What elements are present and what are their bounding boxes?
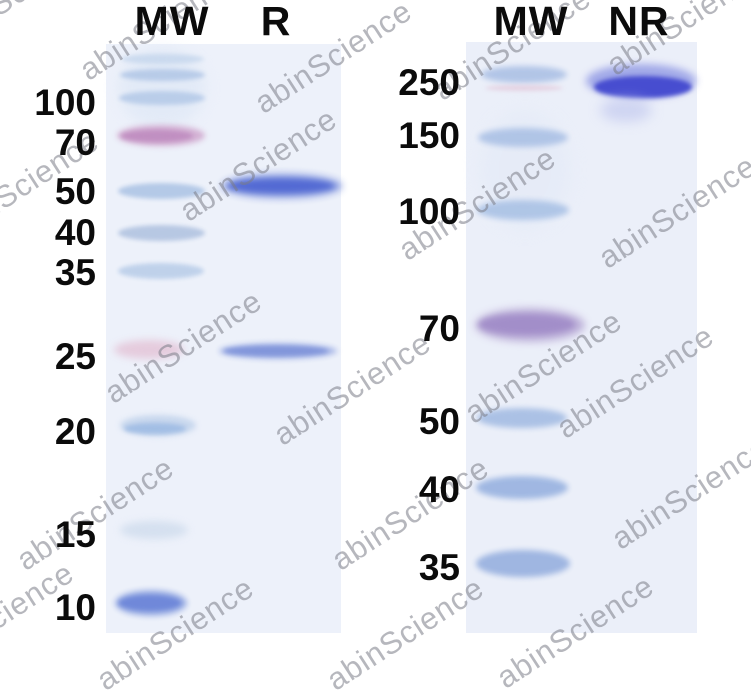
marker-band-50: [477, 408, 567, 428]
marker-band-pink-line: [485, 85, 563, 91]
mw-label-250-1: 250: [398, 62, 460, 103]
marker-band-15: [120, 521, 188, 539]
lane-header-mw-right: MW: [493, 0, 569, 44]
lane-header-nr: NR: [608, 0, 670, 44]
mw-label-25-0: 25: [54, 336, 96, 377]
mw-label-150-1: 150: [398, 115, 460, 156]
marker-band-20: [124, 423, 186, 434]
marker-band-70: [121, 130, 193, 142]
sample-band-nr-tail: [600, 98, 652, 122]
mw-label-100-1: 100: [398, 191, 460, 232]
mw-label-50-0: 50: [54, 171, 96, 212]
watermark-text: abinScience: [320, 569, 491, 698]
sample-band-r25: [224, 346, 328, 356]
marker-band-40: [118, 225, 205, 241]
lane-header-r: R: [260, 0, 292, 44]
marker-band-150: [478, 128, 568, 147]
mw-label-50-1: 50: [418, 401, 460, 442]
mw-label-10-0: 10: [54, 587, 96, 628]
mw-label-15-0: 15: [54, 514, 96, 555]
marker-band-10: [119, 595, 181, 611]
lane-header-mw-left: MW: [134, 0, 210, 44]
marker-band-250: [481, 66, 567, 83]
marker-band-top2: [120, 69, 205, 81]
sample-band-nr: [594, 76, 692, 98]
marker-band-70: [479, 314, 575, 335]
mw-label-40-0: 40: [54, 212, 96, 253]
mw-label-100-0: 100: [34, 82, 96, 123]
marker-band-50: [118, 183, 205, 199]
mw-label-35-1: 35: [418, 547, 460, 588]
marker-band-40: [476, 476, 568, 499]
mw-label-70-0: 70: [54, 122, 96, 163]
mw-label-40-1: 40: [418, 469, 460, 510]
marker-band-100: [477, 200, 569, 220]
mw-label-70-1: 70: [418, 308, 460, 349]
mw-label-35-0: 35: [54, 252, 96, 293]
marker-band-100: [119, 91, 205, 105]
marker-band-top1: [121, 54, 204, 64]
mw-label-20-0: 20: [54, 411, 96, 452]
marker-band-35: [476, 550, 570, 577]
marker-band-35: [118, 263, 204, 279]
sample-band-r50: [228, 179, 334, 193]
marker-band-25: [114, 340, 184, 359]
